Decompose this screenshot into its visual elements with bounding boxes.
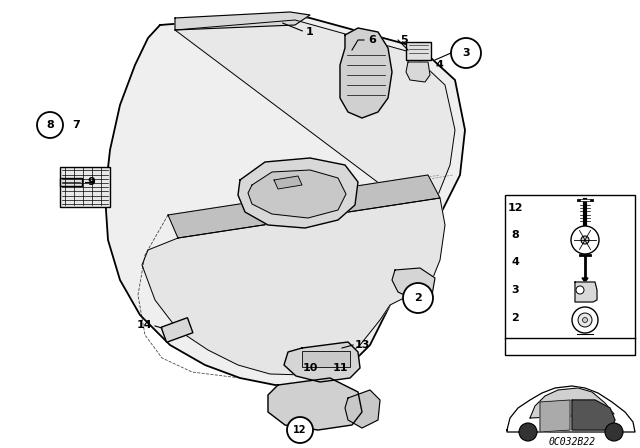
Polygon shape xyxy=(248,170,346,218)
Polygon shape xyxy=(60,178,82,186)
Text: 7: 7 xyxy=(72,120,80,130)
Polygon shape xyxy=(530,388,614,418)
Text: 14: 14 xyxy=(136,320,152,330)
Polygon shape xyxy=(175,20,455,220)
Circle shape xyxy=(605,423,623,441)
Text: 0C032B22: 0C032B22 xyxy=(548,437,595,447)
Bar xyxy=(406,42,431,60)
Text: 2: 2 xyxy=(414,293,422,303)
Polygon shape xyxy=(238,158,358,228)
Text: 9: 9 xyxy=(87,177,95,187)
Text: 3: 3 xyxy=(462,48,470,58)
Circle shape xyxy=(287,417,313,443)
Text: 4: 4 xyxy=(436,60,444,70)
Polygon shape xyxy=(507,386,635,432)
Text: 12: 12 xyxy=(293,425,307,435)
Circle shape xyxy=(581,236,589,244)
Circle shape xyxy=(578,313,592,327)
Polygon shape xyxy=(392,268,435,300)
Polygon shape xyxy=(105,15,465,385)
Polygon shape xyxy=(575,282,597,302)
Text: 1: 1 xyxy=(306,27,314,37)
Polygon shape xyxy=(284,342,360,382)
Circle shape xyxy=(451,38,481,68)
Text: 10: 10 xyxy=(302,363,317,373)
Circle shape xyxy=(37,112,63,138)
Text: 8: 8 xyxy=(46,120,54,130)
Polygon shape xyxy=(406,62,430,82)
Circle shape xyxy=(403,283,433,313)
Text: 5: 5 xyxy=(400,35,408,45)
Text: 4: 4 xyxy=(511,257,519,267)
Polygon shape xyxy=(540,400,570,432)
Text: 8: 8 xyxy=(511,230,519,240)
Bar xyxy=(60,167,110,207)
Text: 13: 13 xyxy=(355,340,371,350)
Circle shape xyxy=(576,286,584,294)
Text: 11: 11 xyxy=(333,363,349,373)
Polygon shape xyxy=(274,176,302,189)
Polygon shape xyxy=(572,400,615,430)
Polygon shape xyxy=(345,390,380,428)
Polygon shape xyxy=(161,318,193,342)
Bar xyxy=(505,195,635,355)
Polygon shape xyxy=(142,198,445,375)
Circle shape xyxy=(572,307,598,333)
Polygon shape xyxy=(168,175,440,238)
Circle shape xyxy=(571,226,599,254)
Polygon shape xyxy=(582,278,588,282)
Circle shape xyxy=(519,423,537,441)
Circle shape xyxy=(582,318,588,323)
Polygon shape xyxy=(175,12,310,30)
Text: 6: 6 xyxy=(368,35,376,45)
Polygon shape xyxy=(268,378,362,430)
Polygon shape xyxy=(340,28,392,118)
Text: 2: 2 xyxy=(511,313,519,323)
Text: 3: 3 xyxy=(511,285,519,295)
Text: 12: 12 xyxy=(508,203,523,213)
Bar xyxy=(302,351,350,367)
